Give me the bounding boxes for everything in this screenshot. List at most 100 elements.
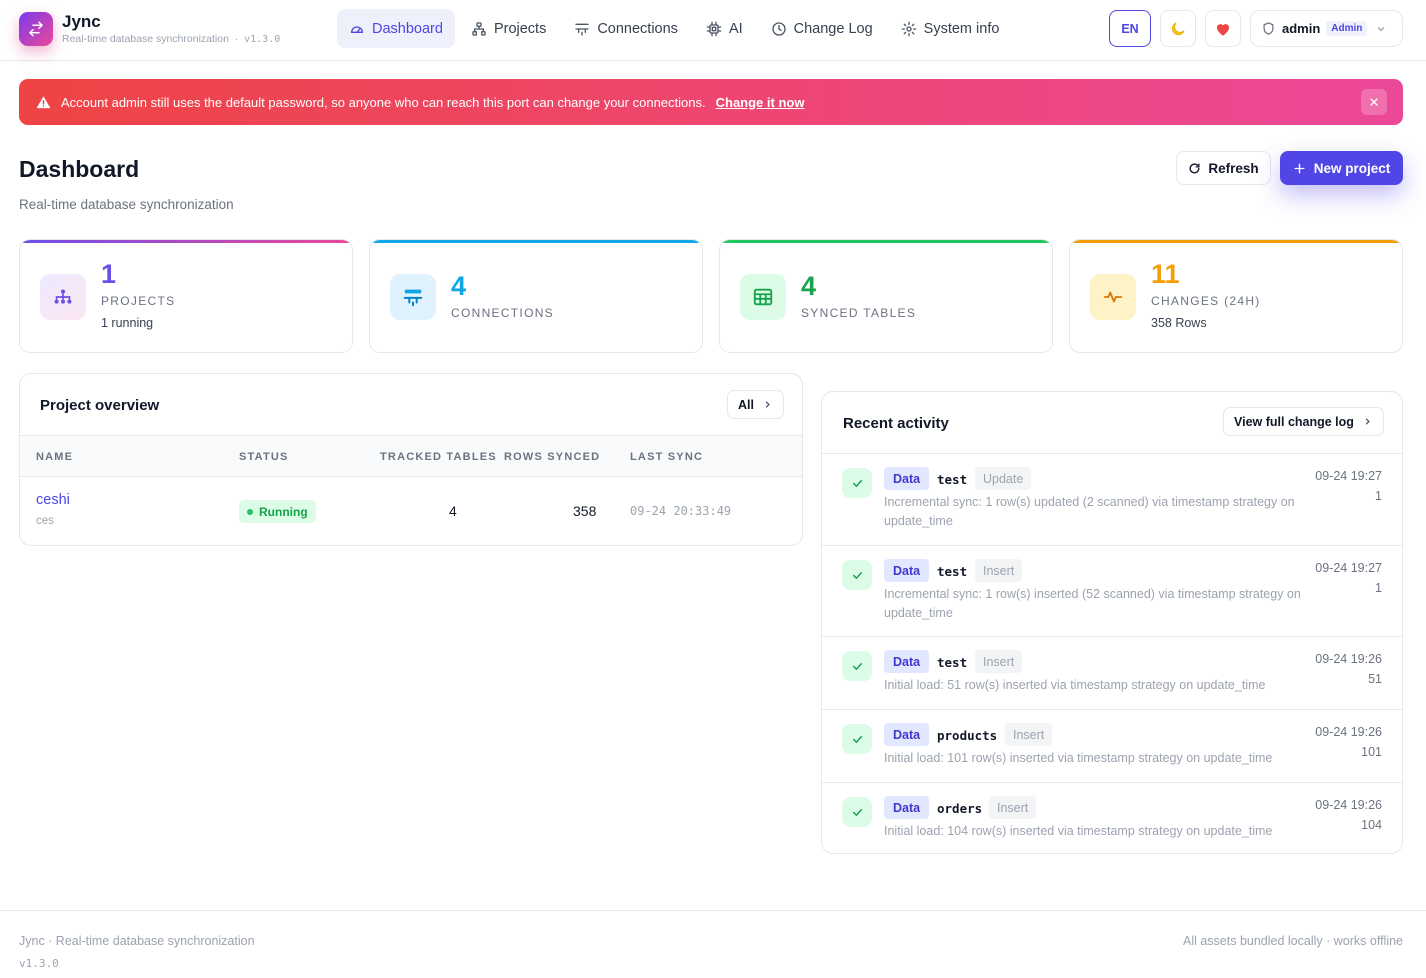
last-sync-value: 09-24 20:33:49 — [630, 504, 732, 518]
view-change-log-button[interactable]: View full change log — [1223, 407, 1384, 436]
table-name: orders — [937, 801, 983, 816]
brand-subtitle: Real-time database synchronization · v1.… — [62, 33, 280, 45]
stat-card-projects[interactable]: 1 Projects 1 running — [19, 239, 353, 353]
kind-tag: Data — [884, 796, 930, 819]
operation-tag: Insert — [1005, 723, 1053, 746]
view-change-log-label: View full change log — [1234, 414, 1354, 429]
brand-tagline: Real-time database synchronization — [62, 33, 229, 45]
table-header: Name Status Tracked tables Rows synced L… — [20, 435, 802, 477]
all-label: All — [738, 397, 754, 412]
stat-label: Connections — [451, 306, 554, 320]
kind-tag: Data — [884, 723, 930, 746]
language-button[interactable]: EN — [1109, 10, 1151, 47]
recent-activity-panel: Recent activity View full change log Dat… — [821, 391, 1403, 854]
activity-count: 51 — [1368, 672, 1382, 686]
default-password-alert: Account admin still uses the default pas… — [19, 79, 1403, 125]
swap-arrows-icon — [29, 21, 43, 37]
activity-count: 1 — [1375, 581, 1382, 595]
activity-time: 09-24 19:26 — [1315, 725, 1382, 739]
nav-change-log-label: Change Log — [793, 20, 873, 37]
nav-connections[interactable]: Connections — [562, 9, 690, 48]
user-menu[interactable]: admin Admin — [1250, 10, 1403, 47]
kind-tag: Data — [884, 650, 930, 673]
activity-item[interactable]: Data products Insert Initial load: 101 r… — [822, 709, 1402, 782]
status-label: Running — [259, 504, 308, 519]
success-check — [842, 724, 872, 754]
stat-value: 11 — [1151, 259, 1180, 289]
activity-count: 1 — [1375, 489, 1382, 503]
page-subtitle: Real-time database synchronization — [19, 197, 234, 212]
moon-icon — [1171, 21, 1185, 35]
column-header-last-sync: Last sync — [630, 451, 704, 463]
stat-card-changes[interactable]: 11 Changes (24h) 358 Rows — [1069, 239, 1403, 353]
nav-projects[interactable]: Projects — [459, 9, 558, 48]
brand-name: Jync — [62, 12, 101, 31]
activity-item[interactable]: Data test Insert Incremental sync: 1 row… — [822, 545, 1402, 636]
stat-card-synced-tables[interactable]: 4 Synced tables — [719, 239, 1053, 353]
app-logo[interactable] — [19, 12, 53, 46]
server-icon — [403, 289, 423, 307]
nav-system-info[interactable]: System info — [889, 9, 1012, 48]
gear-icon — [901, 21, 916, 36]
theme-toggle-button[interactable] — [1160, 10, 1196, 47]
stat-accent-bar — [720, 240, 1052, 243]
footer-offline-note: All assets bundled locally · works offli… — [1182, 934, 1403, 948]
new-project-button[interactable]: New project — [1280, 151, 1403, 185]
activity-item[interactable]: Data test Insert Initial load: 51 row(s)… — [822, 636, 1402, 709]
stat-icon-box — [740, 274, 786, 320]
refresh-button[interactable]: Refresh — [1176, 151, 1271, 185]
main-nav: Dashboard Projects Connections AI Change… — [337, 9, 1015, 48]
success-check — [842, 560, 872, 590]
activity-time: 09-24 19:27 — [1315, 561, 1382, 575]
project-name-link[interactable]: ceshi — [36, 492, 70, 508]
server-icon — [575, 23, 589, 36]
nav-dashboard[interactable]: Dashboard — [337, 9, 455, 48]
footer: Jync · Real-time database synchronizatio… — [0, 910, 1426, 978]
operation-tag: Insert — [975, 650, 1023, 673]
status-badge: Running — [239, 500, 316, 523]
change-password-link[interactable]: Change it now — [715, 94, 805, 110]
refresh-label: Refresh — [1208, 160, 1259, 176]
success-check — [842, 651, 872, 681]
user-name: admin — [1282, 21, 1321, 36]
chevron-right-icon — [765, 401, 770, 408]
shield-icon — [1263, 22, 1274, 35]
heart-icon — [1217, 23, 1229, 36]
warning-icon — [36, 95, 51, 108]
brand-version: v1.3.0 — [244, 34, 281, 45]
alert-close-button[interactable] — [1361, 89, 1387, 115]
new-project-label: New project — [1313, 160, 1391, 176]
stat-label: Projects — [101, 294, 176, 308]
all-projects-button[interactable]: All — [727, 390, 784, 419]
project-code: ces — [36, 515, 54, 527]
nav-ai[interactable]: AI — [694, 9, 755, 48]
stat-label: Changes (24h) — [1151, 294, 1261, 308]
kind-tag: Data — [884, 559, 930, 582]
column-header-name: Name — [36, 451, 74, 463]
check-icon — [852, 479, 862, 487]
nav-change-log[interactable]: Change Log — [759, 9, 885, 48]
activity-description: Initial load: 51 row(s) inserted via tim… — [884, 678, 1266, 692]
chip-icon — [706, 21, 722, 36]
activity-description: Incremental sync: 1 row(s) updated (2 sc… — [884, 495, 1295, 528]
gauge-icon — [351, 25, 363, 33]
activity-description: Incremental sync: 1 row(s) inserted (52 … — [884, 587, 1301, 620]
stat-sub: 1 running — [101, 316, 154, 330]
activity-count: 101 — [1361, 745, 1382, 759]
stat-icon-box — [1090, 274, 1136, 320]
nav-connections-label: Connections — [597, 20, 678, 37]
stat-accent-bar — [370, 240, 702, 243]
footer-version: v1.3.0 — [19, 957, 59, 970]
nav-ai-label: AI — [728, 20, 743, 37]
stat-card-connections[interactable]: 4 Connections — [369, 239, 703, 353]
success-check — [842, 797, 872, 827]
chevron-right-icon — [1365, 418, 1370, 425]
activity-item[interactable]: Data orders Insert Initial load: 104 row… — [822, 782, 1402, 853]
stat-sub: 358 Rows — [1151, 316, 1207, 330]
stat-value: 4 — [801, 271, 817, 301]
stat-icon-box — [390, 274, 436, 320]
favorite-button[interactable] — [1205, 10, 1241, 47]
plus-icon — [1294, 162, 1305, 174]
activity-icon — [1103, 291, 1123, 303]
activity-item[interactable]: Data test Update Incremental sync: 1 row… — [822, 453, 1402, 545]
